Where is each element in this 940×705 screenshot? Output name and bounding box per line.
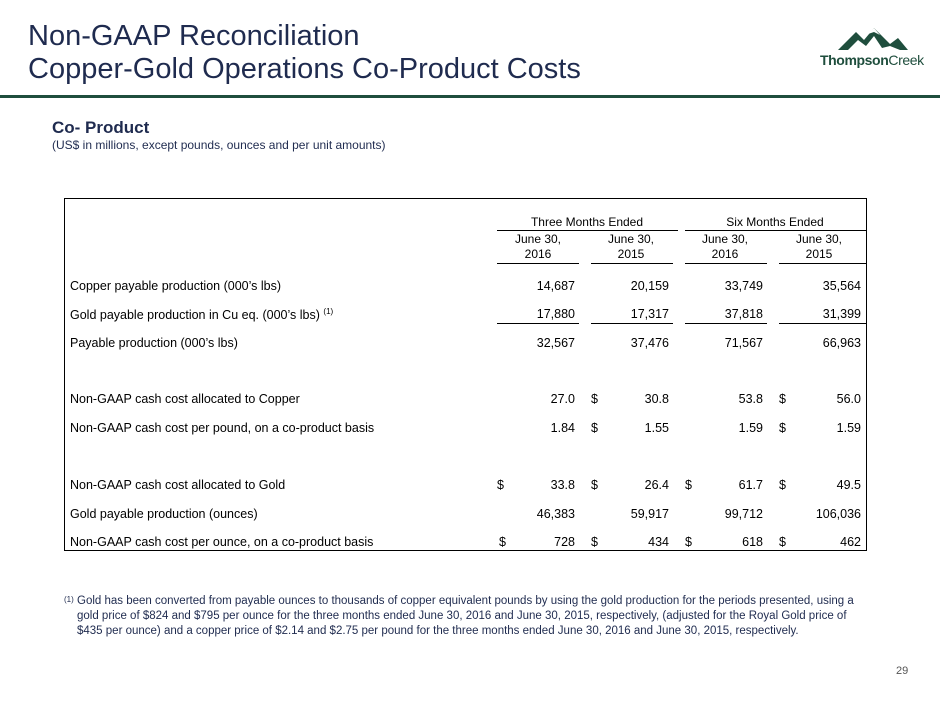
cell-r3-c4: 66,963	[822, 336, 861, 350]
currency-r8-c3: $	[685, 535, 692, 549]
cell-r1-c3: 33,749	[724, 279, 763, 293]
currency-r6-c3: $	[685, 478, 692, 492]
currency-r4-c4: $	[779, 392, 786, 406]
col-header-2-line1: June 30,	[607, 232, 655, 246]
group-underline-six	[685, 230, 867, 231]
cell-r2-c3: 37,818	[724, 307, 763, 321]
logo-text-bold: Thompson	[820, 52, 889, 68]
col-header-3-line2: 2016	[711, 247, 739, 261]
cell-r2-c4: 31,399	[822, 307, 861, 321]
company-logo: ThompsonCreek	[818, 26, 930, 78]
currency-r5-c2: $	[591, 421, 598, 435]
group-underline-three	[497, 230, 678, 231]
cell-r4-c4: 56.0	[836, 392, 861, 406]
currency-r6-c2: $	[591, 478, 598, 492]
cell-r1-c2: 20,159	[630, 279, 669, 293]
row-label-copper-payable-production: Copper payable production (000’s lbs)	[70, 279, 282, 293]
footnote-marker: (1)	[64, 595, 74, 604]
col-underline-1	[497, 263, 579, 264]
currency-r4-c2: $	[591, 392, 598, 406]
group-header-six-months: Six Months Ended	[726, 215, 824, 229]
footnote-ref-marker: (1)	[323, 307, 334, 316]
currency-r8-c2: $	[591, 535, 598, 549]
subtotal-underline-1	[497, 323, 579, 324]
row-label-cash-cost-copper: Non-GAAP cash cost allocated to Copper	[70, 392, 300, 406]
mountain-logo-icon	[838, 28, 908, 50]
currency-r8-c1: $	[499, 535, 506, 549]
col-underline-4	[779, 263, 867, 264]
row-label-gold-payable-cu-eq-text: Gold payable production in Cu eq. (000’s…	[70, 308, 320, 323]
subtotal-underline-4	[779, 323, 867, 324]
cell-r1-c1: 14,687	[536, 279, 575, 293]
cell-r5-c1: 1.84	[550, 421, 575, 435]
col-header-1-line2: 2016	[524, 247, 552, 261]
row-label-cash-cost-per-ounce: Non-GAAP cash cost per ounce, on a co-pr…	[70, 535, 374, 549]
subtotal-underline-3	[685, 323, 767, 324]
col-underline-3	[685, 263, 767, 264]
col-header-4-line1: June 30,	[795, 232, 843, 246]
section-title: Co- Product	[52, 118, 150, 137]
cell-r3-c3: 71,567	[724, 336, 763, 350]
cell-r7-c1: 46,383	[536, 507, 575, 521]
col-header-3-line1: June 30,	[701, 232, 749, 246]
cell-r6-c3: 61.7	[738, 478, 763, 492]
title-divider	[0, 95, 940, 98]
col-header-4-line2: 2015	[805, 247, 833, 261]
col-header-2-line2: 2015	[617, 247, 645, 261]
row-label-cash-cost-per-pound: Non-GAAP cash cost per pound, on a co-pr…	[70, 421, 375, 435]
cell-r2-c1: 17,880	[536, 307, 575, 321]
cell-r6-c4: 49.5	[836, 478, 861, 492]
cell-r7-c3: 99,712	[724, 507, 763, 521]
currency-r8-c4: $	[779, 535, 786, 549]
cell-r6-c2: 26.4	[644, 478, 669, 492]
page-number: 29	[896, 665, 909, 677]
co-product-table: Three Months Ended Six Months Ended June…	[64, 198, 867, 551]
currency-r5-c4: $	[779, 421, 786, 435]
cell-r1-c4: 35,564	[822, 279, 861, 293]
cell-r8-c3: 618	[742, 535, 763, 549]
cell-r4-c3: 53.8	[738, 392, 763, 406]
cell-r3-c1: 32,567	[536, 336, 575, 350]
cell-r4-c2: 30.8	[644, 392, 669, 406]
row-label-payable-production: Payable production (000’s lbs)	[70, 336, 238, 350]
col-header-3: June 30, 2016	[685, 232, 765, 262]
cell-r6-c1: 33.8	[550, 478, 575, 492]
logo-wordmark: ThompsonCreek	[820, 52, 924, 68]
col-header-1: June 30, 2016	[498, 232, 578, 262]
title-line-2: Copper-Gold Operations Co-Product Costs	[28, 53, 581, 85]
cell-r5-c2: 1.55	[644, 421, 669, 435]
currency-r6-c4: $	[779, 478, 786, 492]
cell-r4-c1: 27.0	[550, 392, 575, 406]
slide-title: Non-GAAP Reconciliation Copper-Gold Oper…	[28, 20, 581, 86]
cell-r3-c2: 37,476	[630, 336, 669, 350]
col-header-2: June 30, 2015	[591, 232, 671, 262]
cell-r7-c2: 59,917	[630, 507, 669, 521]
subtotal-underline-2	[591, 323, 673, 324]
cell-r7-c4: 106,036	[815, 507, 861, 521]
row-label-cash-cost-gold: Non-GAAP cash cost allocated to Gold	[70, 478, 286, 492]
col-header-4: June 30, 2015	[779, 232, 859, 262]
cell-r8-c1: 728	[554, 535, 575, 549]
title-line-1: Non-GAAP Reconciliation	[28, 20, 360, 52]
cell-r8-c4: 462	[840, 535, 861, 549]
cell-r8-c2: 434	[648, 535, 669, 549]
section-subtitle: (US$ in millions, except pounds, ounces …	[52, 138, 386, 152]
logo-text-light: Creek	[888, 52, 924, 68]
cell-r5-c4: 1.59	[836, 421, 861, 435]
cell-r2-c2: 17,317	[630, 307, 669, 321]
footnote-text: Gold has been converted from payable oun…	[77, 595, 854, 637]
currency-r6-c1: $	[497, 478, 504, 492]
footnote: (1) Gold has been converted from payable…	[64, 594, 854, 639]
col-underline-2	[591, 263, 673, 264]
row-label-gold-payable-ounces: Gold payable production (ounces)	[70, 507, 258, 521]
group-header-three-months: Three Months Ended	[530, 215, 644, 229]
cell-r5-c3: 1.59	[738, 421, 763, 435]
col-header-1-line1: June 30,	[514, 232, 562, 246]
row-label-gold-payable-cu-eq: Gold payable production in Cu eq. (000’s…	[70, 307, 333, 322]
